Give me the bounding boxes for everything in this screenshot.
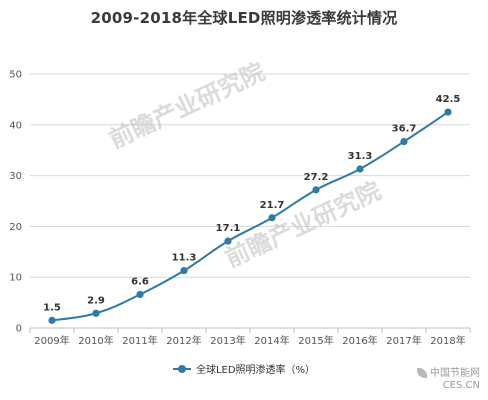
data-label: 36.7 [392, 124, 417, 135]
data-point [312, 186, 320, 194]
leaf-icon [417, 368, 427, 378]
y-tick-label: 40 [9, 120, 22, 131]
data-point [444, 108, 452, 116]
data-label: 11.3 [172, 253, 197, 264]
x-tick-label: 2016年 [342, 334, 377, 347]
legend-swatch-icon [172, 364, 191, 374]
data-point [400, 137, 408, 146]
x-axis: 2009年 2010年 2011年 2012年 2013年 2014年 2015年 2016年… [29, 327, 471, 347]
y-tick-label: 50 [9, 70, 22, 81]
grid-lines [30, 73, 470, 278]
x-tick-label: 2014年 [254, 334, 289, 347]
data-point [180, 266, 188, 275]
data-label: 6.6 [131, 276, 149, 287]
y-axis: 0 10 20 30 40 50 [9, 70, 22, 335]
data-label: 1.5 [43, 302, 61, 313]
x-tick-label: 2009年 [34, 334, 69, 347]
x-tick-label: 2011年 [122, 334, 157, 347]
data-point [356, 165, 364, 173]
y-tick-label: 10 [9, 273, 22, 284]
data-label: 2.9 [87, 295, 105, 306]
x-tick-label: 2017年 [386, 334, 421, 347]
data-label: 21.7 [260, 200, 285, 211]
logo-domain: CES.CN [442, 380, 480, 391]
data-point [136, 290, 144, 299]
data-point [48, 316, 56, 324]
data-label: 31.3 [348, 151, 373, 162]
chart-title: 2009-2018年全球LED照明渗透率统计情况 [90, 9, 398, 27]
data-label: 17.1 [216, 223, 241, 234]
x-tick-label: 2018年 [430, 334, 465, 347]
logo-site-name: 中国节能网 [430, 368, 480, 379]
data-label: 27.2 [304, 172, 329, 183]
data-point [92, 309, 100, 317]
site-logo: 中国节能网 CES.CN [417, 368, 480, 392]
legend: 全球LED照明渗透率（%） [0, 361, 488, 376]
x-tick-label: 2015年 [298, 334, 333, 347]
legend-label: 全球LED照明渗透率（%） [195, 365, 316, 376]
data-point [268, 214, 276, 222]
y-tick-label: 30 [9, 171, 22, 182]
data-point [224, 237, 232, 245]
data-label: 42.5 [436, 94, 461, 105]
y-tick-label: 0 [16, 324, 22, 335]
x-tick-label: 2013年 [210, 334, 245, 347]
x-tick-label: 2012年 [166, 334, 201, 347]
y-tick-label: 20 [9, 222, 22, 233]
data-labels: 1.5 2.9 6.6 11.3 17.1 21.7 27.2 31.3 36.7 42.5 [43, 94, 460, 313]
x-tick-label: 2010年 [78, 334, 113, 347]
series-group [48, 108, 452, 324]
series-line [51, 111, 449, 322]
